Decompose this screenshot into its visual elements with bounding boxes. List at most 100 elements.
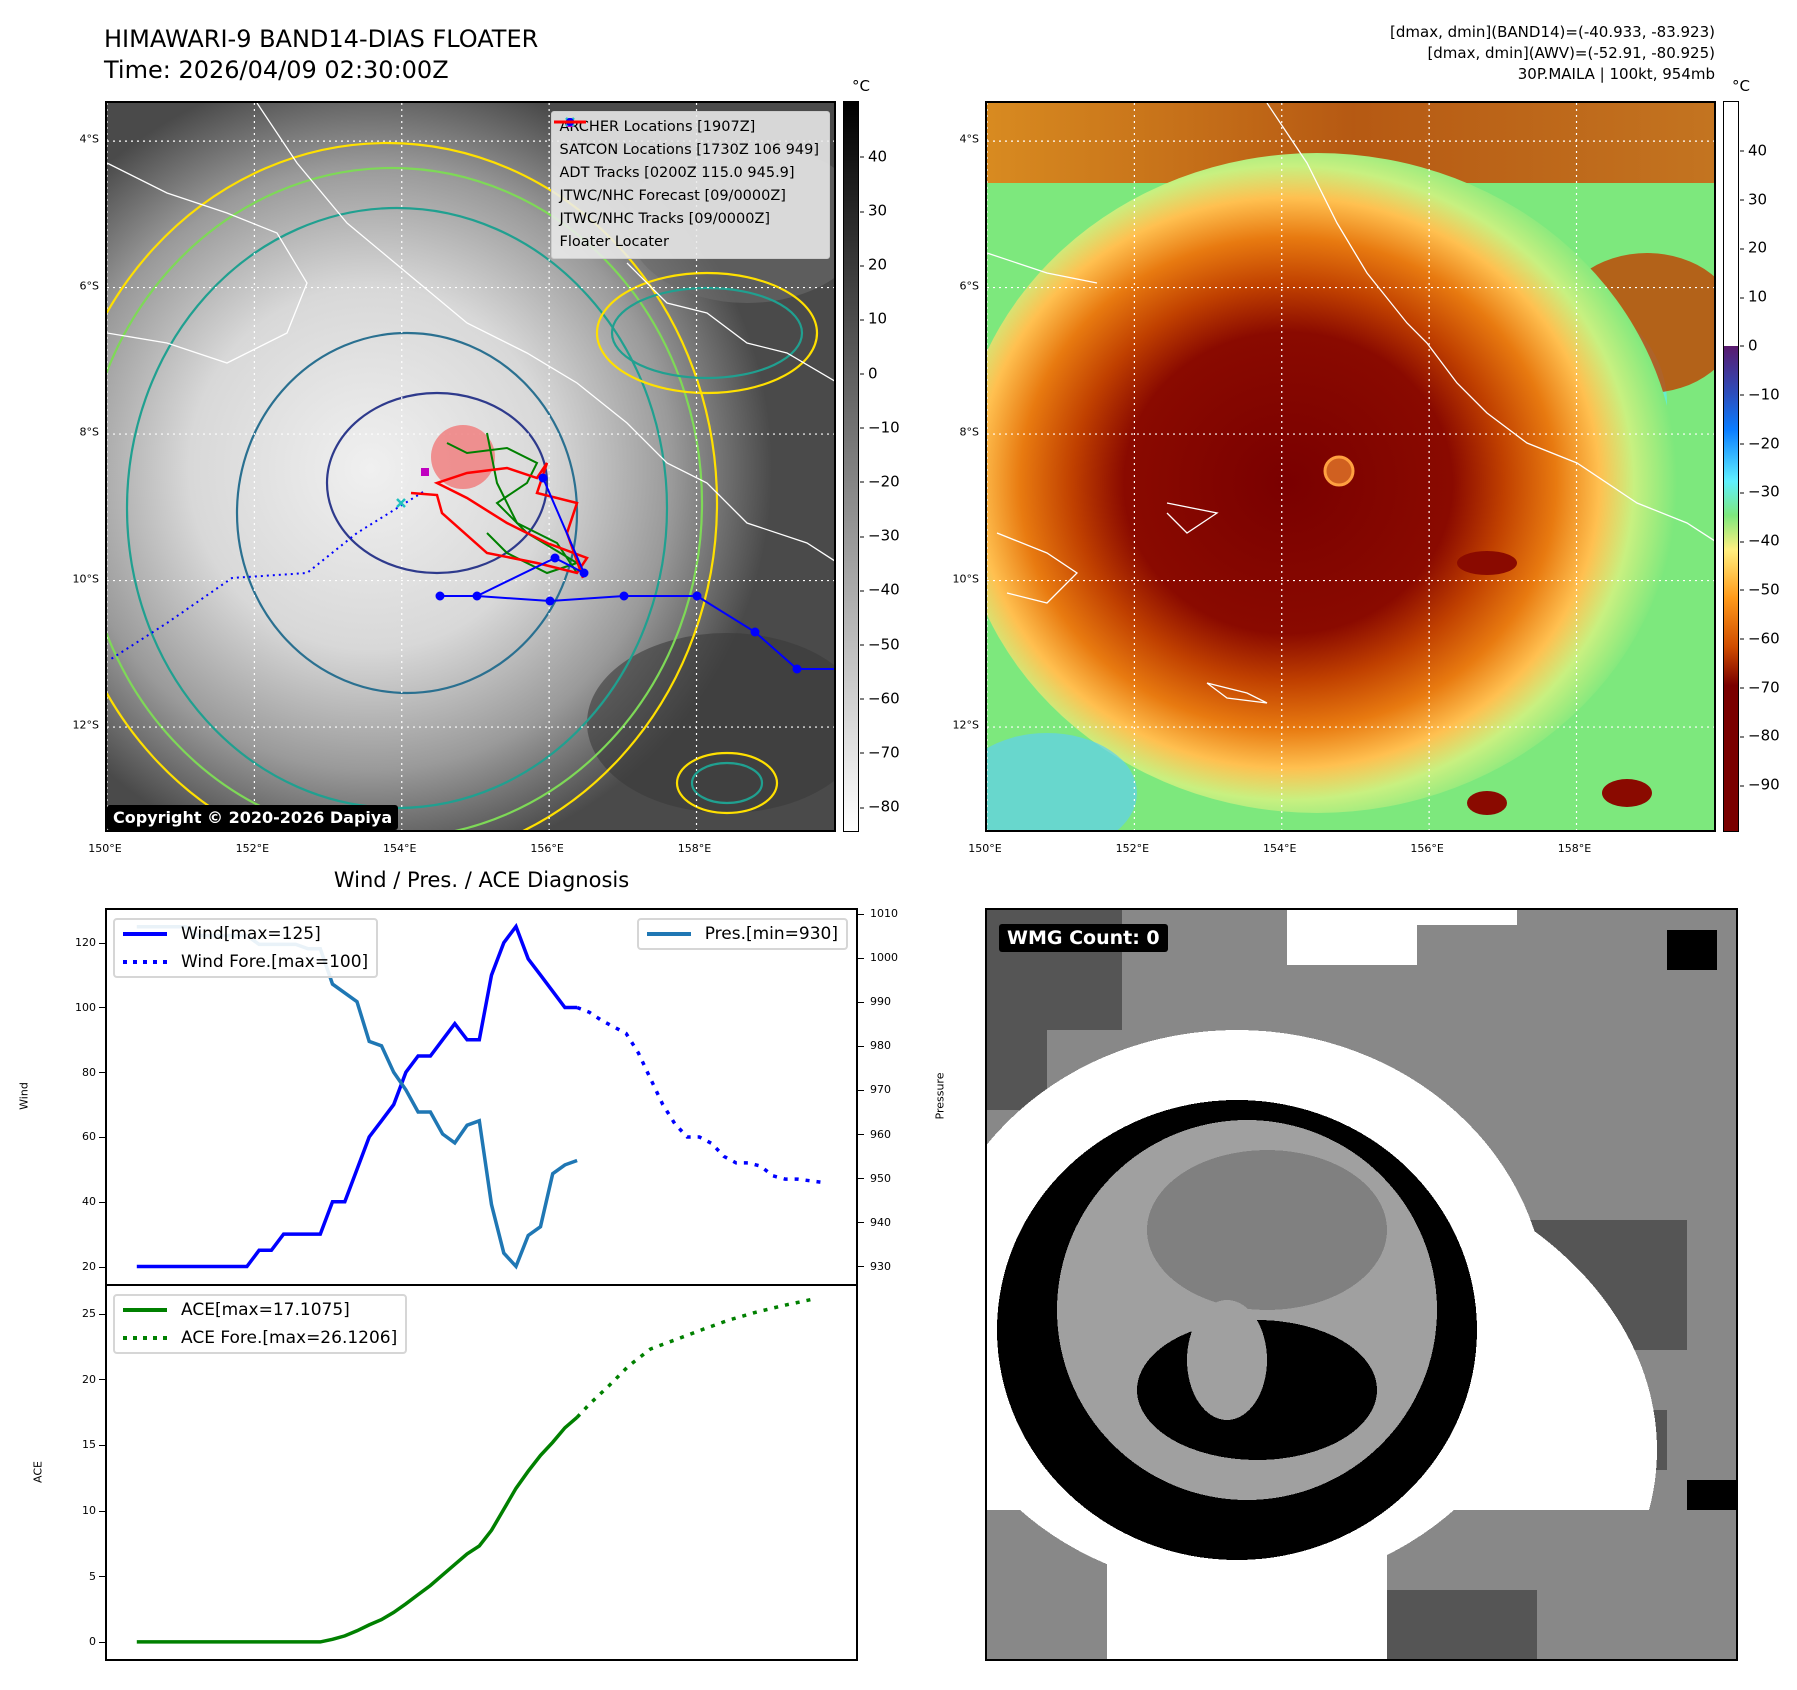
legend-ace-swatch: [123, 1308, 167, 1312]
ir-satellite-map: ARCHER Locations [1907Z] SATCON Locations…: [105, 101, 836, 832]
colorbar-tick-label: −80: [860, 797, 900, 816]
time-line: Time: 2026/04/09 02:30:00Z: [104, 56, 449, 84]
y-tick-label: 100: [75, 1000, 96, 1014]
y2-tick-label: 1000: [870, 951, 898, 965]
wind-legend: Wind[max=125] Wind Fore.[max=100]: [113, 918, 379, 978]
lon-tick-label: 158°E: [1557, 842, 1592, 855]
wind-axis-label: Wind: [17, 1082, 31, 1110]
tick-mark: [99, 1136, 105, 1138]
satcon-location-marker: [396, 498, 406, 508]
y-tick-label: 80: [82, 1065, 96, 1079]
lat-tick-label: 12°S: [72, 718, 99, 732]
colorbar-tick-label: 0: [860, 364, 878, 383]
y-tick-label: 10: [82, 1504, 96, 1518]
wmg-count-label: WMG Count: 0: [999, 924, 1168, 952]
colorbar-tick-label: −60: [1740, 629, 1780, 648]
lat-tick-label: 4°S: [79, 132, 99, 146]
awv-colorbar-unit: °C: [1732, 77, 1750, 95]
lat-tick-label: 8°S: [79, 425, 99, 439]
lon-tick-label: 154°E: [383, 842, 417, 855]
y-tick-label: 5: [89, 1569, 96, 1583]
legend-item: SATCON Locations [1730Z 106 949]: [560, 117, 819, 162]
colorbar-tick-label: 10: [1739, 287, 1768, 306]
legend-item: JTWC/NHC Tracks [09/0000Z]: [553, 118, 819, 231]
pressure-axis-label: Pressure: [933, 1072, 947, 1120]
colorbar-tick-label: 40: [859, 147, 888, 166]
tick-mark: [99, 1313, 105, 1315]
lat-tick-label: 6°S: [79, 279, 99, 293]
lon-tick-label: 152°E: [235, 842, 270, 855]
colorbar-tick-label: −30: [860, 526, 900, 545]
tick-mark: [99, 1641, 105, 1643]
colorbar-tick-label: 30: [859, 201, 888, 220]
adt-track: [446, 432, 580, 575]
ir-colorbar-unit: °C: [852, 77, 870, 95]
colorbar-tick-label: −50: [1740, 580, 1780, 599]
tick-mark: [858, 1134, 864, 1136]
y-tick-label: 25: [82, 1307, 96, 1321]
legend-label: ARCHER Locations [1907Z]: [559, 119, 756, 135]
y2-tick-label: 970: [870, 1083, 891, 1097]
y2-tick-label: 980: [870, 1039, 891, 1053]
colorbar-tick-label: 20: [859, 255, 888, 274]
band14-range: [dmax, dmin](BAND14)=(-40.933, -83.923): [1390, 23, 1715, 41]
colorbar-tick-label: −10: [860, 418, 900, 437]
lon-tick-label: 150°E: [88, 842, 122, 855]
copyright-label: Copyright © 2020-2026 Dapiya: [107, 805, 399, 830]
colorbar-tick-label: −40: [1740, 531, 1780, 550]
chart-title: Wind / Pres. / ACE Diagnosis: [333, 868, 630, 892]
colorbar-tick-label: −80: [1740, 726, 1780, 745]
storm-info: [dmax, dmin](BAND14)=(-40.933, -83.923) …: [1390, 22, 1715, 85]
tick-mark: [858, 1266, 864, 1268]
legend-item: ADT Tracks [0200Z 115.0 945.9]: [553, 120, 819, 185]
awv-gridlines: [987, 103, 1714, 830]
storm-eye: [1323, 455, 1355, 487]
storm-center-blob: [431, 425, 495, 489]
tick-mark: [99, 1007, 105, 1009]
tick-mark: [858, 1045, 864, 1047]
colorbar-tick-label: 20: [1739, 238, 1768, 257]
legend-wind-forecast-label: Wind Fore.[max=100]: [181, 952, 369, 972]
colorbar-tick-label: −20: [1740, 434, 1780, 453]
series-line-wind: [136, 922, 578, 1269]
tick-mark: [99, 1072, 105, 1074]
colorbar-tick-label: 0: [1740, 336, 1758, 355]
colorbar-tick-label: −40: [860, 580, 900, 599]
legend-label: JTWC/NHC Forecast [09/0000Z]: [559, 188, 786, 204]
lon-tick-label: 158°E: [677, 842, 712, 855]
ace-legend: ACE[max=17.1075] ACE Fore.[max=26.1206]: [113, 1294, 408, 1354]
y2-tick-label: 940: [870, 1215, 891, 1229]
y2-tick-label: 960: [870, 1127, 891, 1141]
awv-range: [dmax, dmin](AWV)=(-52.91, -80.925): [1427, 44, 1715, 62]
colorbar-tick-label: 10: [859, 309, 888, 328]
awv-imagery: [987, 103, 1714, 830]
tick-mark: [99, 1576, 105, 1578]
colorbar-tick-label: −10: [1740, 385, 1780, 404]
tick-mark: [99, 1510, 105, 1512]
y-tick-label: 60: [82, 1130, 96, 1144]
series-line-ace: [136, 1415, 579, 1644]
tick-mark: [99, 942, 105, 944]
colorbar-tick-label: 30: [1739, 190, 1768, 209]
awv-satellite-map: [985, 101, 1716, 832]
colorbar-tick-label: −60: [860, 689, 900, 708]
ace-plot: [136, 1297, 814, 1644]
pressure-legend: Pres.[min=930]: [636, 918, 848, 950]
legend-ace-label: ACE[max=17.1075]: [181, 1300, 350, 1320]
ace-axis-label: ACE: [31, 1461, 45, 1483]
jtwc-track: [435, 473, 834, 674]
tick-mark: [99, 1201, 105, 1203]
y2-tick-label: 930: [870, 1259, 891, 1273]
lat-tick-label: 10°S: [952, 572, 979, 586]
legend-ace-forecast-label: ACE Fore.[max=26.1206]: [181, 1328, 398, 1348]
y2-tick-label: 950: [870, 1171, 891, 1185]
title-line: HIMAWARI-9 BAND14-DIAS FLOATER: [104, 25, 539, 53]
tick-mark: [858, 1178, 864, 1180]
legend-wind-forecast-swatch: [123, 960, 167, 964]
tick-mark: [858, 957, 864, 959]
lat-tick-label: 8°S: [959, 425, 979, 439]
legend-wind-swatch: [123, 932, 167, 936]
lon-tick-label: 152°E: [1115, 842, 1150, 855]
archer-location-marker: [421, 468, 429, 476]
figure-title: HIMAWARI-9 BAND14-DIAS FLOATER Time: 2026…: [104, 24, 538, 86]
